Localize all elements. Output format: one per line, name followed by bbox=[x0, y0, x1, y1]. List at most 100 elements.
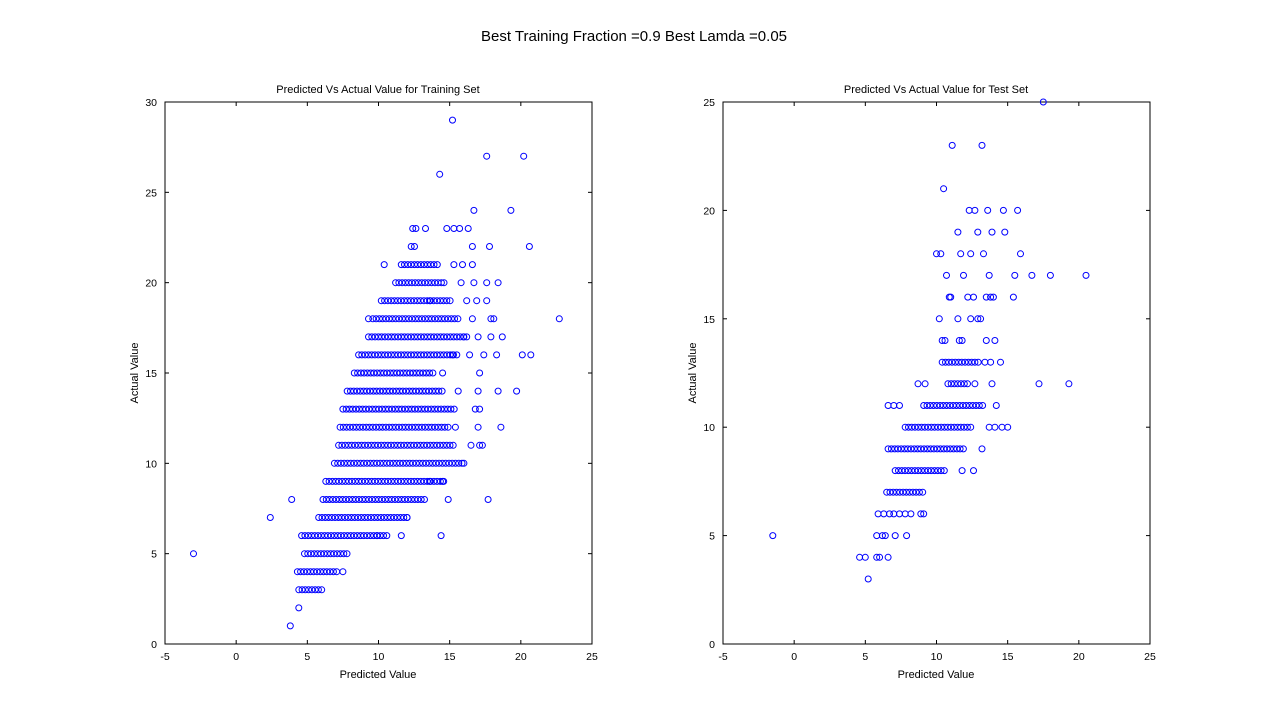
training-scatter-point bbox=[460, 333, 468, 341]
training-scatter-point bbox=[459, 261, 466, 269]
test-scatter-point bbox=[952, 402, 960, 409]
test-scatter-point bbox=[982, 337, 990, 344]
training-scatter-point bbox=[343, 550, 351, 558]
training-x-tick-label: 10 bbox=[373, 651, 385, 663]
training-scatter-point bbox=[405, 423, 413, 431]
training-scatter-point bbox=[449, 351, 456, 359]
training-scatter-point bbox=[314, 532, 322, 540]
test-y-tick-label: 10 bbox=[703, 422, 715, 434]
training-scatter-point bbox=[301, 532, 309, 540]
training-scatter-point bbox=[513, 387, 521, 395]
test-scatter-point bbox=[970, 467, 977, 475]
training-scatter-point bbox=[426, 297, 434, 305]
training-scatter-point bbox=[329, 568, 337, 576]
training-scatter-point bbox=[397, 532, 405, 540]
training-scatter-point bbox=[404, 297, 411, 305]
training-scatter-point bbox=[436, 170, 444, 178]
training-scatter-point bbox=[396, 369, 404, 377]
test-scatter-point bbox=[926, 402, 934, 409]
training-scatter-point bbox=[364, 514, 372, 521]
test-scatter-point bbox=[962, 402, 970, 409]
test-scatter-point bbox=[963, 423, 971, 431]
training-scatter-point bbox=[390, 514, 398, 521]
training-scatter-point bbox=[348, 477, 356, 485]
training-scatter-point bbox=[497, 423, 505, 431]
training-scatter-point bbox=[409, 459, 417, 467]
test-scatter-point bbox=[960, 423, 968, 431]
test-scatter-point bbox=[967, 250, 975, 258]
test-scatter-point bbox=[958, 467, 966, 475]
training-scatter-point bbox=[407, 297, 415, 305]
training-scatter-point bbox=[397, 351, 405, 359]
training-scatter-point bbox=[422, 369, 430, 377]
test-y-tick-label: 0 bbox=[709, 639, 715, 651]
training-scatter-point bbox=[415, 315, 423, 323]
training-scatter-point bbox=[408, 279, 416, 287]
training-scatter-point bbox=[429, 369, 437, 377]
training-scatter-point bbox=[358, 477, 366, 485]
training-scatter-point bbox=[350, 459, 358, 467]
training-scatter-point bbox=[441, 423, 449, 431]
training-scatter-point bbox=[398, 279, 406, 287]
training-scatter-point bbox=[190, 550, 197, 558]
training-scatter-point bbox=[338, 514, 346, 521]
training-scatter-point bbox=[313, 568, 321, 576]
training-scatter-point bbox=[339, 423, 347, 431]
training-scatter-point bbox=[454, 387, 462, 395]
training-scatter-point bbox=[387, 351, 395, 359]
test-scatter-point bbox=[954, 380, 962, 388]
training-scatter-point bbox=[350, 532, 358, 540]
test-scatter-point bbox=[920, 445, 928, 453]
training-scatter-point bbox=[417, 297, 425, 305]
test-scatter-point bbox=[957, 250, 965, 258]
training-scatter-point bbox=[378, 333, 386, 341]
training-scatter-point bbox=[403, 514, 411, 521]
training-scatter-point bbox=[373, 532, 381, 540]
training-scatter-point bbox=[310, 550, 318, 558]
training-scatter-point bbox=[399, 369, 407, 377]
test-scatter-point bbox=[943, 445, 951, 453]
test-scatter-point bbox=[954, 228, 962, 236]
training-scatter-point bbox=[401, 405, 409, 413]
training-scatter-point bbox=[468, 243, 476, 250]
training-scatter-point bbox=[387, 441, 395, 449]
training-scatter-point bbox=[400, 477, 408, 485]
training-scatter-point bbox=[409, 225, 417, 232]
training-scatter-point bbox=[388, 496, 396, 503]
training-scatter-point bbox=[447, 405, 455, 413]
training-scatter-point bbox=[412, 225, 420, 232]
test-scatter-point bbox=[912, 488, 920, 496]
test-scatter-point bbox=[921, 423, 929, 431]
training-scatter-point bbox=[507, 206, 515, 214]
training-scatter-point bbox=[338, 441, 346, 449]
training-scatter-point bbox=[436, 441, 444, 449]
training-scatter-point bbox=[446, 297, 454, 305]
training-scatter-point bbox=[400, 514, 408, 521]
training-scatter-point bbox=[361, 441, 369, 449]
training-scatter-point bbox=[418, 315, 426, 323]
training-scatter-point bbox=[354, 514, 362, 521]
training-scatter-point bbox=[356, 423, 364, 431]
training-scatter-point bbox=[425, 387, 433, 395]
training-scatter-point bbox=[326, 568, 334, 576]
test-scatter-point bbox=[961, 358, 969, 366]
training-scatter-point bbox=[420, 351, 428, 359]
test-scatter-point bbox=[902, 488, 910, 496]
test-scatter-point bbox=[933, 250, 940, 258]
training-scatter-point bbox=[335, 477, 343, 485]
test-scatter-point bbox=[1028, 271, 1036, 279]
training-scatter-point bbox=[448, 459, 456, 467]
training-scatter-point bbox=[363, 459, 371, 467]
training-scatter-point bbox=[381, 297, 389, 305]
training-scatter-point bbox=[387, 514, 395, 521]
test-scatter-point bbox=[894, 445, 902, 453]
training-scatter-point bbox=[335, 441, 343, 449]
test-scatter-point bbox=[934, 423, 942, 431]
training-scatter-point bbox=[311, 532, 319, 540]
training-scatter-point bbox=[360, 459, 368, 467]
training-scatter-point bbox=[494, 279, 502, 287]
test-scatter-point bbox=[1004, 423, 1012, 431]
training-scatter-point bbox=[455, 459, 463, 467]
training-scatter-point bbox=[412, 387, 420, 395]
training-scatter-point bbox=[362, 496, 369, 503]
